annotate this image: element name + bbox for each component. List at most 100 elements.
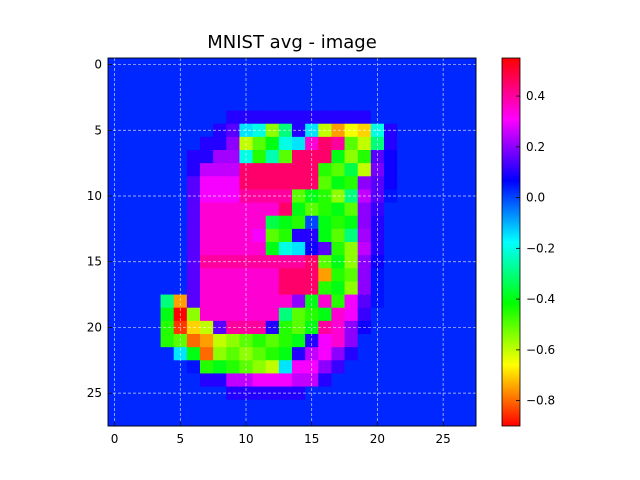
heatmap-cell bbox=[147, 136, 161, 151]
heatmap-cell bbox=[226, 150, 240, 164]
heatmap-cell bbox=[410, 123, 424, 138]
heatmap-cell bbox=[292, 268, 306, 282]
heatmap-cell bbox=[186, 110, 201, 125]
heatmap-cell bbox=[449, 110, 464, 125]
heatmap-cell bbox=[384, 150, 398, 164]
heatmap-cell bbox=[384, 347, 398, 361]
heatmap-cell bbox=[226, 215, 240, 230]
heatmap-cell bbox=[252, 84, 267, 98]
heatmap-cell bbox=[410, 136, 424, 151]
heatmap-cell bbox=[370, 189, 385, 203]
heatmap-cell bbox=[121, 334, 135, 348]
heatmap-cell bbox=[410, 163, 424, 177]
heatmap-cell bbox=[134, 386, 148, 401]
heatmap-cell bbox=[384, 242, 398, 256]
heatmap-cell bbox=[292, 242, 306, 256]
heatmap-cell bbox=[397, 110, 411, 125]
heatmap-cell bbox=[265, 189, 280, 203]
heatmap-cell bbox=[397, 307, 411, 322]
heatmap-cell bbox=[423, 110, 437, 125]
heatmap-cell bbox=[265, 84, 280, 98]
heatmap-cell bbox=[423, 97, 437, 111]
heatmap-cell bbox=[226, 84, 240, 98]
heatmap-cell bbox=[344, 281, 359, 295]
heatmap-cell bbox=[318, 110, 332, 125]
heatmap-cell bbox=[292, 399, 306, 414]
colorbar-tick-label: −0.8 bbox=[526, 394, 555, 408]
colorbar-tick-label: −0.2 bbox=[526, 241, 555, 255]
heatmap-cell bbox=[318, 150, 332, 164]
heatmap-cell bbox=[449, 58, 464, 72]
heatmap-cell bbox=[344, 176, 359, 190]
heatmap-cell bbox=[160, 189, 175, 203]
heatmap-cell bbox=[265, 110, 280, 125]
heatmap-cell bbox=[278, 412, 293, 427]
heatmap-cell bbox=[292, 97, 306, 111]
heatmap-cell bbox=[200, 84, 214, 98]
heatmap-cell bbox=[278, 176, 293, 190]
heatmap-cell bbox=[265, 176, 280, 190]
heatmap-cell bbox=[147, 176, 161, 190]
heatmap-cell bbox=[449, 255, 464, 269]
heatmap-cell bbox=[252, 136, 267, 151]
heatmap-cell bbox=[357, 373, 372, 387]
heatmap-cell bbox=[173, 399, 188, 414]
heatmap-cell bbox=[134, 176, 148, 190]
heatmap-cell bbox=[213, 334, 227, 348]
heatmap-cell bbox=[397, 242, 411, 256]
heatmap-cell bbox=[370, 110, 385, 125]
heatmap-cell bbox=[160, 307, 175, 322]
heatmap-cell bbox=[173, 294, 188, 309]
colorbar-tick-label: 0.0 bbox=[526, 191, 545, 205]
y-tick-label: 10 bbox=[87, 189, 102, 203]
heatmap-cell bbox=[397, 71, 411, 85]
heatmap-cell bbox=[423, 163, 437, 177]
heatmap-cell bbox=[292, 228, 306, 243]
heatmap-cell bbox=[397, 373, 411, 387]
heatmap-cell bbox=[462, 215, 477, 230]
heatmap-cell bbox=[121, 136, 135, 151]
heatmap-cell bbox=[278, 360, 293, 374]
heatmap-cell bbox=[462, 110, 477, 125]
heatmap-cell bbox=[331, 281, 345, 295]
heatmap-cell bbox=[278, 281, 293, 295]
heatmap-cell bbox=[331, 347, 345, 361]
heatmap-cell bbox=[226, 176, 240, 190]
heatmap-cell bbox=[265, 307, 280, 322]
heatmap-cell bbox=[134, 123, 148, 138]
heatmap-cell bbox=[305, 360, 319, 374]
heatmap-cell bbox=[449, 281, 464, 295]
heatmap-cell bbox=[410, 84, 424, 98]
heatmap-cell bbox=[252, 215, 267, 230]
heatmap-cell bbox=[252, 150, 267, 164]
heatmap-cell bbox=[200, 58, 214, 72]
heatmap-cell bbox=[134, 255, 148, 269]
heatmap-cell bbox=[305, 71, 319, 85]
heatmap-cell bbox=[108, 110, 122, 125]
heatmap-cell bbox=[200, 228, 214, 243]
heatmap-cell bbox=[226, 412, 240, 427]
heatmap-cell bbox=[226, 136, 240, 151]
heatmap-cell bbox=[226, 360, 240, 374]
heatmap-cell bbox=[134, 189, 148, 203]
heatmap-cell bbox=[449, 360, 464, 374]
heatmap-cell bbox=[200, 268, 214, 282]
heatmap-cell bbox=[160, 347, 175, 361]
heatmap-cell bbox=[186, 84, 201, 98]
heatmap-cell bbox=[410, 320, 424, 335]
heatmap-cell bbox=[121, 202, 135, 217]
heatmap-cell bbox=[397, 215, 411, 230]
heatmap-cell bbox=[121, 307, 135, 322]
heatmap-cell bbox=[226, 163, 240, 177]
heatmap-cell bbox=[397, 84, 411, 98]
heatmap-cell bbox=[423, 399, 437, 414]
heatmap-cell bbox=[423, 71, 437, 85]
heatmap-cell bbox=[278, 334, 293, 348]
heatmap-cell bbox=[200, 294, 214, 309]
heatmap-cell bbox=[436, 399, 451, 414]
heatmap-cell bbox=[318, 202, 332, 217]
heatmap-cell bbox=[344, 84, 359, 98]
heatmap-cell bbox=[462, 268, 477, 282]
gridlines bbox=[108, 58, 476, 426]
heatmap-cell bbox=[423, 412, 437, 427]
